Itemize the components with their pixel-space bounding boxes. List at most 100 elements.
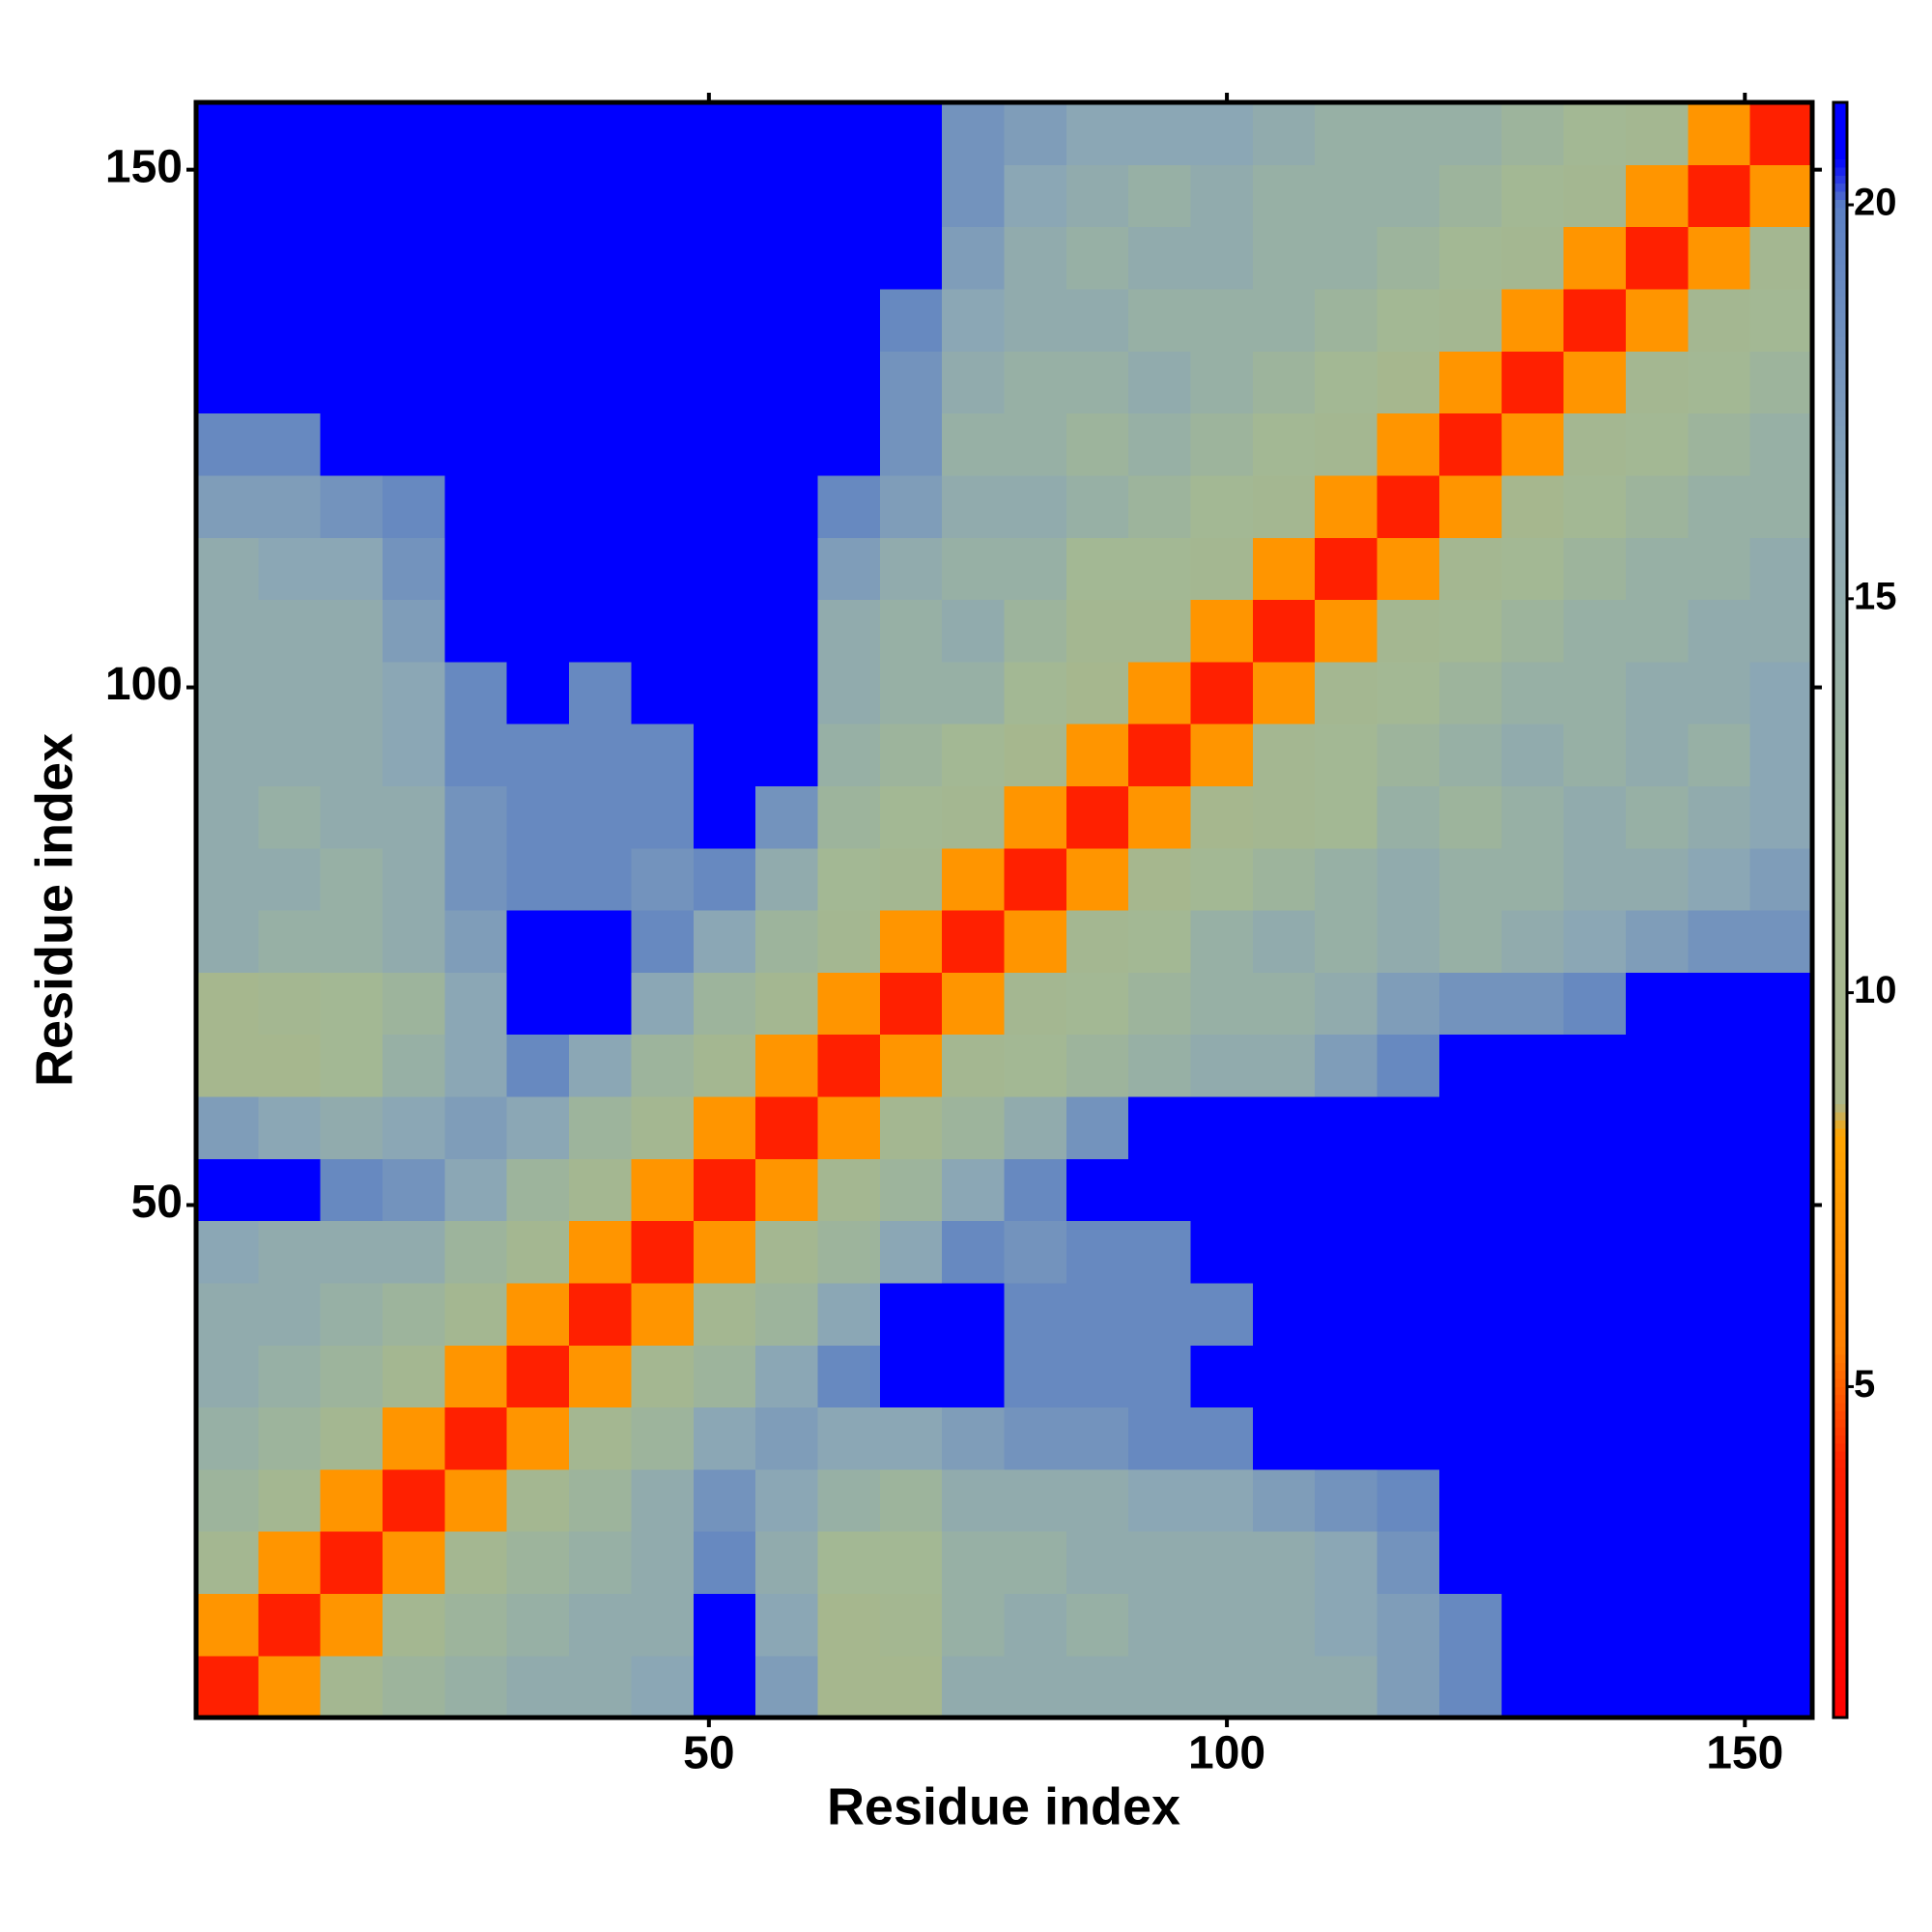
heatmap-cell	[320, 972, 384, 1036]
colorbar-segment	[1833, 562, 1847, 572]
heatmap-cell	[942, 537, 1006, 601]
heatmap-cell	[320, 1655, 384, 1719]
colorbar-tick-label: 10	[1854, 969, 1897, 1011]
colorbar-segment	[1833, 1257, 1847, 1266]
heatmap-cell	[1377, 537, 1440, 601]
heatmap-cell	[817, 785, 881, 849]
colorbar-segment	[1833, 603, 1847, 612]
heatmap-cell	[196, 1406, 259, 1470]
heatmap-cell	[942, 1531, 1006, 1594]
heatmap-cell	[1501, 1593, 1565, 1657]
heatmap-cell	[693, 1220, 756, 1284]
heatmap-cell	[693, 847, 756, 911]
colorbar-segment	[1833, 1451, 1847, 1461]
heatmap-cell	[755, 1220, 819, 1284]
colorbar-segment	[1833, 271, 1847, 281]
heatmap-cell	[506, 1655, 570, 1719]
heatmap-cell	[1004, 724, 1067, 786]
heatmap-cell	[1501, 1406, 1565, 1470]
heatmap-cell	[879, 164, 943, 228]
heatmap-cell	[631, 1593, 695, 1657]
heatmap-cell	[631, 102, 695, 165]
heatmap-cell	[383, 288, 445, 352]
colorbar-segment	[1833, 546, 1847, 555]
colorbar-segment	[1833, 554, 1847, 564]
heatmap-cell	[631, 1345, 695, 1408]
heatmap-cell	[879, 785, 943, 849]
heatmap-cell	[631, 1034, 695, 1097]
colorbar-segment	[1833, 1579, 1847, 1589]
heatmap-cell	[1563, 1095, 1627, 1159]
heatmap-cell	[383, 1655, 445, 1719]
heatmap-cell	[1315, 1034, 1378, 1097]
heatmap-cell	[1377, 724, 1440, 786]
heatmap-cell	[196, 102, 259, 165]
heatmap-cell	[1252, 724, 1316, 786]
colorbar-segment	[1833, 570, 1847, 580]
colorbar-segment	[1833, 1629, 1847, 1637]
heatmap-cell	[755, 1593, 819, 1657]
colorbar-segment	[1833, 1410, 1847, 1420]
heatmap-cell	[879, 1593, 943, 1657]
heatmap-cell	[196, 412, 259, 476]
colorbar-segment	[1833, 1653, 1847, 1662]
heatmap-cell	[1065, 1345, 1129, 1408]
heatmap-cell	[755, 1095, 819, 1159]
colorbar-segment	[1833, 320, 1847, 329]
colorbar-segment	[1833, 958, 1847, 968]
colorbar-segment	[1833, 1047, 1847, 1057]
heatmap-cell	[444, 351, 508, 414]
heatmap-cell	[693, 537, 756, 601]
heatmap-cell	[258, 1034, 322, 1097]
heatmap-cell	[1190, 102, 1254, 165]
colorbar-segment	[1833, 102, 1847, 111]
heatmap-cell	[879, 1406, 943, 1470]
heatmap-cell	[506, 724, 570, 786]
heatmap-cell	[1688, 1345, 1751, 1408]
heatmap-cell	[320, 1095, 384, 1159]
heatmap-cell	[1004, 910, 1067, 973]
colorbar-segment	[1833, 1240, 1847, 1250]
heatmap-cell	[942, 661, 1006, 724]
colorbar-segment	[1833, 392, 1847, 402]
heatmap-cell	[1252, 1345, 1316, 1408]
colorbar-segment	[1833, 449, 1847, 459]
heatmap-cell	[1563, 1531, 1627, 1594]
heatmap-cell	[506, 1406, 570, 1470]
heatmap-cell	[258, 847, 322, 911]
colorbar-segment	[1833, 481, 1847, 491]
heatmap-cell	[879, 1531, 943, 1594]
heatmap-cell	[444, 1220, 508, 1284]
heatmap-cell	[942, 1095, 1006, 1159]
colorbar-segment	[1833, 1572, 1847, 1581]
colorbar-segment	[1833, 1314, 1847, 1322]
heatmap-cell	[1438, 351, 1502, 414]
colorbar-segment	[1833, 1442, 1847, 1452]
heatmap-cell	[506, 1220, 570, 1284]
heatmap-cell	[879, 537, 943, 601]
heatmap-cell	[258, 412, 322, 476]
heatmap-cell	[506, 1345, 570, 1408]
colorbar-segment	[1833, 1661, 1847, 1670]
heatmap-cell	[1438, 1468, 1502, 1532]
heatmap-cell	[755, 847, 819, 911]
heatmap-cell	[817, 412, 881, 476]
colorbar-segment	[1833, 861, 1847, 870]
heatmap-cell	[879, 661, 943, 724]
colorbar-segment	[1833, 1144, 1847, 1153]
heatmap-cell	[1315, 102, 1378, 165]
heatmap-cell	[1438, 288, 1502, 352]
heatmap-cell	[1563, 288, 1627, 352]
colorbar-segment	[1833, 384, 1847, 394]
heatmap-cell	[1004, 1158, 1067, 1222]
heatmap-cell	[1749, 1593, 1813, 1657]
colorbar-segment	[1833, 1071, 1847, 1081]
heatmap-cell	[755, 724, 819, 786]
colorbar-segment	[1833, 296, 1847, 305]
heatmap-cell	[196, 1220, 259, 1284]
y-axis-title: Residue index	[25, 733, 83, 1087]
heatmap-cell	[1252, 102, 1316, 165]
heatmap-cell	[1438, 1220, 1502, 1284]
y-tick-label: 100	[105, 659, 183, 710]
heatmap-cell	[258, 1531, 322, 1594]
